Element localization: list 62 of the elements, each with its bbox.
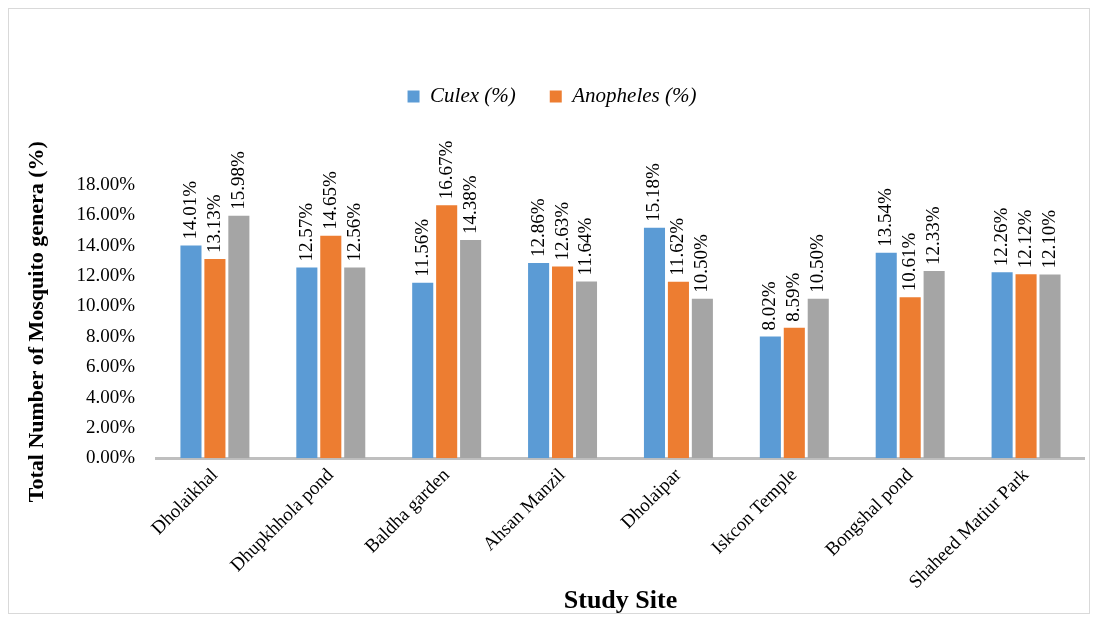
legend-label: Culex (%) bbox=[430, 83, 516, 108]
data-label: 10.50% bbox=[690, 234, 712, 293]
data-label: 11.64% bbox=[574, 217, 596, 276]
data-label: 8.02% bbox=[758, 281, 780, 331]
data-label: 11.62% bbox=[666, 217, 688, 276]
bar bbox=[923, 271, 945, 459]
bar bbox=[575, 281, 598, 459]
bar bbox=[436, 205, 458, 459]
y-tick-label: 4.00% bbox=[85, 385, 136, 407]
data-label: 15.18% bbox=[642, 163, 664, 222]
x-axis-title: Study Site bbox=[563, 585, 678, 615]
data-label: 13.54% bbox=[874, 187, 896, 247]
data-label: 12.63% bbox=[550, 201, 572, 261]
data-label: 10.50% bbox=[806, 234, 828, 293]
y-tick-label: 8.00% bbox=[85, 324, 136, 346]
y-tick-label: 12.00% bbox=[76, 264, 136, 286]
y-tick-label: 0.00% bbox=[85, 446, 136, 468]
bar bbox=[320, 235, 342, 459]
bar bbox=[460, 239, 482, 459]
bar bbox=[228, 215, 250, 459]
data-label: 12.33% bbox=[922, 206, 944, 266]
bar bbox=[552, 266, 574, 459]
y-tick-label: 16.00% bbox=[76, 203, 136, 225]
data-label: 14.01% bbox=[178, 180, 200, 240]
bar bbox=[412, 282, 434, 459]
data-label: 8.59% bbox=[782, 272, 804, 322]
y-axis-title: Total Number of Mosquito genera (%) bbox=[22, 141, 48, 503]
data-label: 14.38% bbox=[458, 175, 480, 234]
data-label: 14.65% bbox=[318, 171, 340, 230]
bar bbox=[991, 272, 1013, 459]
bar bbox=[875, 252, 897, 459]
y-tick-label: 18.00% bbox=[76, 172, 136, 194]
bar bbox=[528, 263, 550, 459]
bar bbox=[899, 297, 921, 459]
data-label: 12.26% bbox=[990, 207, 1012, 267]
data-label: 12.12% bbox=[1014, 209, 1036, 269]
bar bbox=[180, 245, 202, 459]
bar bbox=[643, 227, 666, 459]
bar bbox=[759, 336, 781, 459]
bar bbox=[344, 267, 366, 459]
bar bbox=[783, 327, 805, 459]
bar bbox=[667, 281, 689, 459]
bar bbox=[1015, 274, 1037, 459]
data-label: 10.61% bbox=[898, 232, 920, 292]
y-tick-label: 2.00% bbox=[85, 415, 136, 437]
y-tick-label: 14.00% bbox=[76, 233, 136, 255]
bar bbox=[691, 298, 713, 459]
bar bbox=[204, 258, 226, 459]
data-label: 12.10% bbox=[1037, 209, 1059, 269]
y-tick-label: 10.00% bbox=[76, 294, 136, 316]
bar bbox=[296, 267, 318, 459]
data-label: 12.86% bbox=[526, 198, 548, 258]
bar bbox=[1039, 274, 1061, 459]
data-label: 16.67% bbox=[434, 140, 456, 200]
data-label: 15.98% bbox=[226, 150, 248, 210]
data-label: 13.13% bbox=[202, 194, 224, 253]
data-label: 12.57% bbox=[294, 202, 316, 262]
y-tick-label: 6.00% bbox=[85, 355, 136, 377]
legend-label: Anopheles (%) bbox=[570, 83, 697, 108]
data-label: 11.56% bbox=[410, 218, 432, 277]
data-label: 12.56% bbox=[342, 202, 364, 262]
bar bbox=[807, 298, 829, 459]
